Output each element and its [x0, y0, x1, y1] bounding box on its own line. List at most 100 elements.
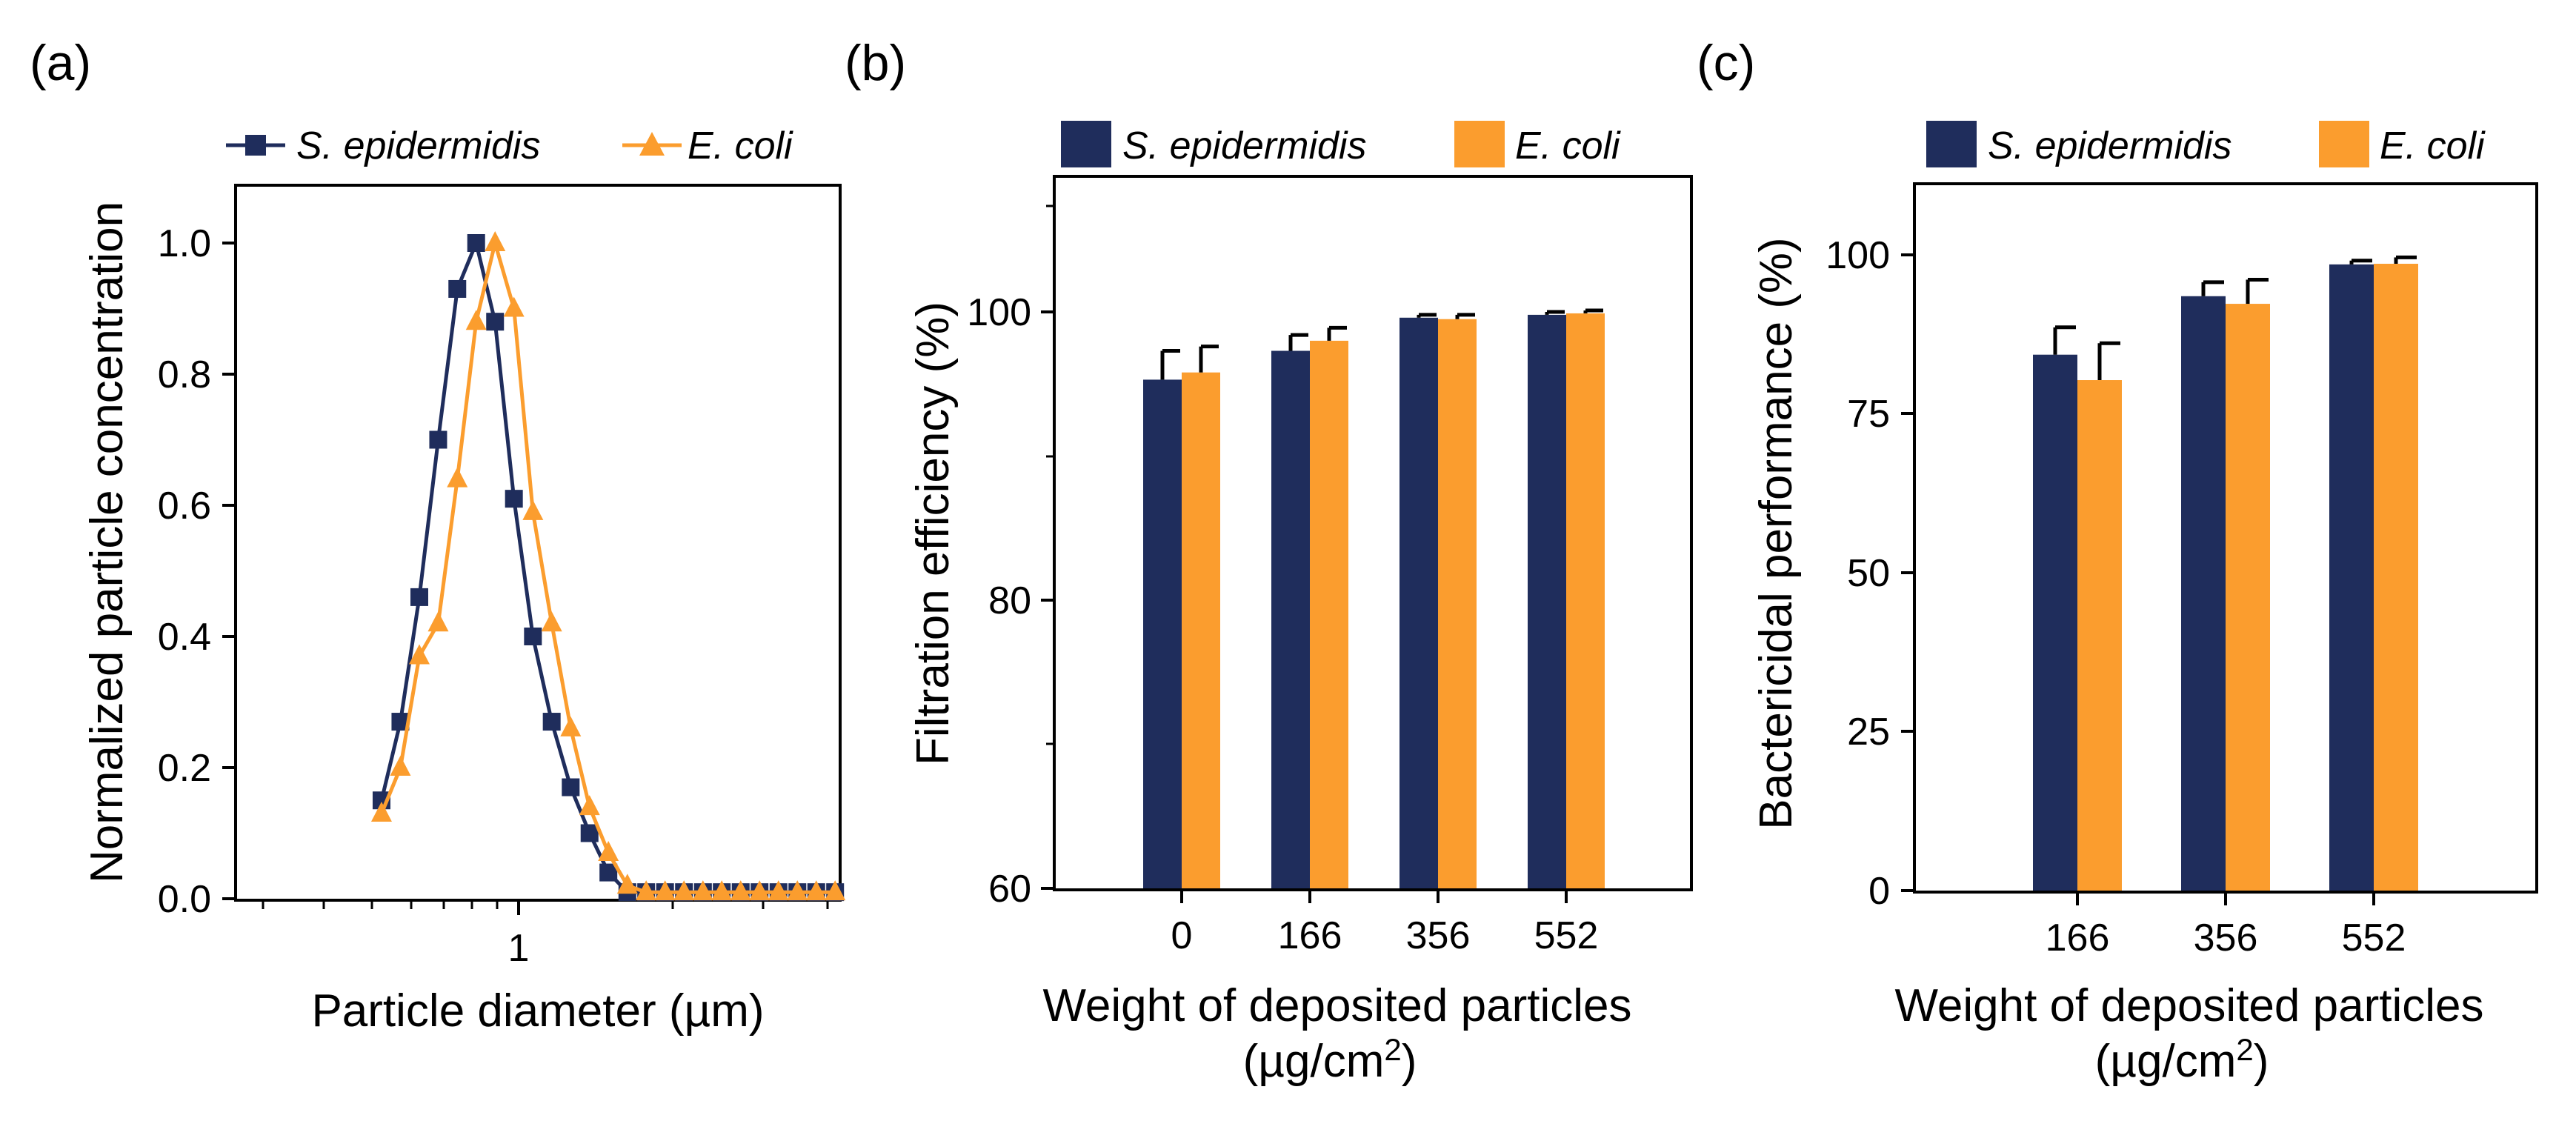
data-point — [505, 490, 523, 508]
bar — [1438, 319, 1477, 889]
legend-swatch-e-coli — [1454, 121, 1505, 167]
legend-square-marker — [245, 135, 266, 156]
legend-swatch-s-epidermidis — [1926, 121, 1977, 167]
y-tick-label: 60 — [988, 868, 1031, 911]
series-e-coli — [370, 231, 846, 901]
panel-c-legend: S. epidermidis E. coli — [1926, 121, 2486, 167]
bar — [2374, 264, 2418, 891]
panel-a-y-axis: 0.0 0.2 0.4 0.6 0.8 1.0 — [158, 222, 236, 921]
y-tick-label: 1.0 — [158, 222, 211, 265]
panel-b-label: (b) — [845, 35, 906, 91]
x-tick-label: 1 — [508, 927, 530, 970]
x-tick-label: 166 — [2046, 917, 2110, 959]
panel-c-y-axis-title: Bactericidal performance (%) — [1751, 237, 1802, 829]
bar — [1143, 379, 1182, 888]
data-point — [503, 296, 525, 317]
data-point — [580, 824, 599, 842]
data-point — [616, 874, 638, 894]
panel-a-label: (a) — [30, 35, 91, 91]
panel-c-bars — [2033, 255, 2418, 891]
unit-superscript: 2 — [1384, 1032, 1401, 1067]
y-tick-label: 100 — [1826, 234, 1890, 277]
unit-main: (µg/cm — [2095, 1036, 2237, 1087]
panel-b-x-axis-title-line1: Weight of deposited particles — [1043, 980, 1632, 1031]
data-point — [730, 880, 751, 901]
panel-a-legend-label-s-epidermidis: S. epidermidis — [296, 124, 540, 167]
panel-c-y-axis: 0 25 50 75 100 — [1826, 234, 1914, 913]
bar — [1528, 314, 1566, 888]
bar — [2329, 264, 2374, 891]
data-point — [787, 880, 808, 901]
bar — [2077, 380, 2122, 891]
panel-c-x-axis-title-line2: (µg/cm2) — [2095, 1032, 2269, 1087]
panel-b-legend: S. epidermidis E. coli — [1061, 121, 1621, 167]
panel-b-bar-chart: (b) S. epidermidis E. coli 60 80 100 — [845, 35, 1693, 1087]
panel-b-y-axis-title: Filtration efficiency (%) — [908, 302, 959, 765]
data-point — [447, 467, 468, 488]
panel-a-x-axis: 1 — [262, 900, 829, 970]
data-point — [410, 588, 428, 606]
y-tick-label: 0.8 — [158, 353, 211, 396]
data-point — [749, 880, 771, 901]
y-tick-label: 50 — [1847, 552, 1890, 595]
panel-c-x-axis-title-line1: Weight of deposited particles — [1895, 980, 2484, 1031]
legend-swatch-e-coli — [2319, 121, 2369, 167]
x-tick-label: 356 — [1406, 914, 1471, 957]
x-tick-label: 356 — [2194, 917, 2258, 959]
unit-superscript: 2 — [2236, 1032, 2253, 1067]
data-point — [467, 234, 485, 252]
legend-triangle-marker — [639, 132, 665, 156]
panel-b-bars — [1143, 308, 1605, 889]
panel-a-legend-label-e-coli: E. coli — [688, 124, 793, 167]
data-point — [485, 231, 506, 251]
data-point — [560, 716, 582, 736]
panel-a-x-axis-title: Particle diameter (µm) — [311, 985, 764, 1037]
bar — [1400, 317, 1438, 888]
data-point — [429, 430, 447, 449]
data-point — [825, 880, 846, 901]
data-point — [522, 499, 544, 520]
panel-b-x-axis-title-line2: (µg/cm2) — [1243, 1032, 1417, 1087]
unit-close: ) — [1402, 1036, 1417, 1087]
data-point — [542, 713, 561, 731]
panel-a-plot-frame — [234, 184, 842, 902]
panel-c-legend-label-e-coli: E. coli — [2380, 124, 2486, 167]
data-point — [541, 611, 562, 632]
data-point — [448, 279, 467, 298]
y-tick-label: 0 — [1868, 870, 1890, 913]
y-tick-label: 80 — [988, 579, 1031, 622]
panel-c-x-axis: 166 356 552 — [2046, 892, 2406, 959]
data-point — [598, 841, 619, 862]
bar — [1182, 372, 1220, 888]
unit-main: (µg/cm — [1243, 1036, 1385, 1087]
legend-swatch-s-epidermidis — [1061, 121, 1111, 167]
panel-a-legend: S. epidermidis E. coli — [226, 124, 793, 167]
data-point — [370, 801, 392, 822]
y-tick-label: 0.2 — [158, 747, 211, 790]
data-point — [524, 628, 542, 645]
data-point — [408, 644, 430, 665]
panel-b-y-axis: 60 80 100 — [967, 204, 1054, 911]
bar — [1271, 350, 1310, 888]
series-s-epidermidis — [372, 234, 845, 902]
panel-a-line-chart: (a) S. epidermidis E. coli 0.0 0.2 0.4 0… — [30, 35, 846, 1037]
bar — [2033, 354, 2077, 891]
x-tick-label: 552 — [1534, 914, 1599, 957]
y-tick-label: 0.0 — [158, 878, 211, 921]
x-tick-label: 552 — [2342, 917, 2406, 959]
y-tick-label: 25 — [1847, 711, 1890, 754]
panel-b-plot-frame — [1053, 175, 1693, 891]
panel-b-legend-label-e-coli: E. coli — [1515, 124, 1621, 167]
panel-b-x-axis: 0 166 356 552 — [1171, 890, 1599, 957]
data-point — [579, 795, 600, 816]
data-point — [486, 313, 505, 331]
panel-b-legend-label-s-epidermidis: S. epidermidis — [1122, 124, 1366, 167]
bar — [1566, 313, 1605, 888]
data-point — [805, 880, 827, 901]
data-point — [636, 880, 657, 901]
data-point — [465, 310, 487, 330]
bar — [2181, 296, 2226, 891]
panel-c-bar-chart: (c) S. epidermidis E. coli 0 25 50 75 10… — [1697, 35, 2538, 1087]
bar — [1310, 340, 1348, 888]
